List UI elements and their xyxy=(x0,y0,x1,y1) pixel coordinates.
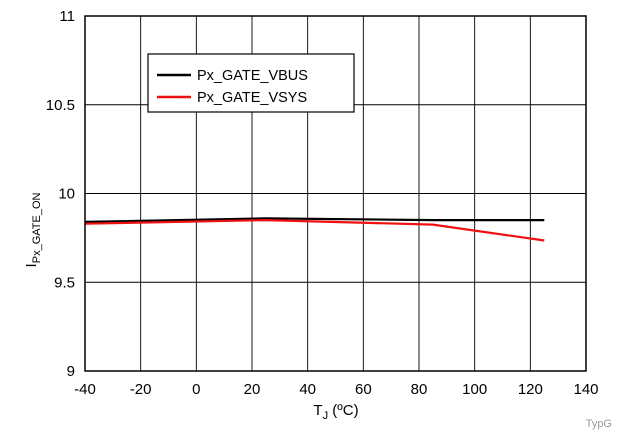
series-layer xyxy=(84,217,545,242)
y-tick-label: 10 xyxy=(58,186,75,203)
x-tick-label: 0 xyxy=(192,381,200,398)
legend-box xyxy=(147,53,355,113)
x-tick-label: 140 xyxy=(573,381,598,398)
figure-tag: TypG xyxy=(586,418,612,430)
x-axis-label: TJ (ºC) xyxy=(313,402,358,422)
y-tick-label: 9 xyxy=(67,363,75,380)
y-tick-label: 9.5 xyxy=(54,274,75,291)
tick-labels: -40 -20 0 20 40 60 80 100 120 140 9 9.5 10 10.5 11 xyxy=(46,8,599,398)
x-tick-label: 80 xyxy=(411,381,428,398)
legend-label-vsys: Px_GATE_VSYS xyxy=(197,90,307,106)
x-tick-label: 100 xyxy=(462,381,487,398)
x-tick-label: -20 xyxy=(130,381,152,398)
series-line-px-gate-vsys xyxy=(84,219,545,242)
y-axis-label: IPx_GATE_ON xyxy=(23,193,43,268)
x-tick-label: 20 xyxy=(244,381,261,398)
x-tick-label: 60 xyxy=(355,381,372,398)
legend-label-vbus: Px_GATE_VBUS xyxy=(197,68,308,84)
x-tick-label: 40 xyxy=(299,381,316,398)
legend: Px_GATE_VBUS Px_GATE_VSYS xyxy=(147,53,355,113)
series-line-px-gate-vbus xyxy=(84,217,545,223)
plot-frame xyxy=(84,15,587,372)
y-tick-label: 11 xyxy=(59,8,75,25)
y-tick-label: 10.5 xyxy=(46,97,75,114)
x-tick-label: -40 xyxy=(74,381,96,398)
x-tick-label: 120 xyxy=(518,381,543,398)
